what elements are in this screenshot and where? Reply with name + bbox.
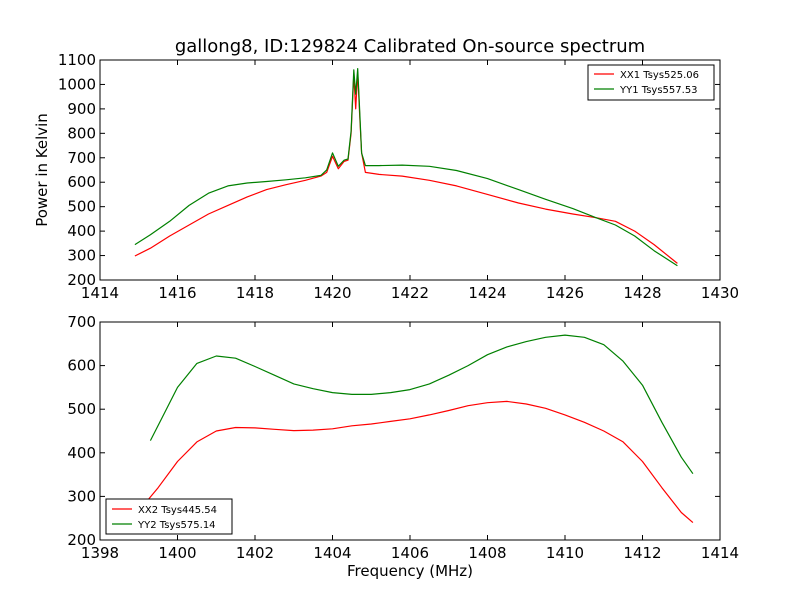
bottom-x-tick-label: 1406 [391,544,429,562]
top-y-tick-label: 200 [67,271,96,289]
top-x-tick-label: 1416 [158,284,196,302]
top-y-tick-label: 500 [67,198,96,216]
bottom-y-tick-label: 200 [67,531,96,549]
bottom-y-tick-label: 500 [67,400,96,418]
top-y-tick-label: 800 [67,124,96,142]
top-series-line-yy1 [134,68,678,267]
top-plot-frame [99,59,721,281]
top-y-tick-label: 300 [67,247,96,265]
top-x-tick-label: 1418 [236,284,274,302]
bottom-legend-label-yy2: YY2 Tsys575.14 [137,520,216,531]
top-legend: XX1 Tsys525.06 YY1 Tsys557.53 [587,64,715,101]
top-series-layer [134,68,678,267]
top-x-tick-label: 1430 [701,284,739,302]
bottom-x-tick-label: 1398 [81,544,119,562]
top-x-tick-label: 1428 [623,284,661,302]
top-subplot: 1414 1416 1418 1420 1422 1424 1426 1428 1430 200 3… [33,51,739,302]
bottom-y-tick-label: 300 [67,487,96,505]
bottom-x-tick-label: 1400 [158,544,196,562]
bottom-series-line-xx2 [146,400,694,524]
top-y-tick-label: 1100 [58,51,96,69]
bottom-y-tick-label: 700 [67,313,96,331]
chart-title: gallong8, ID:129824 Calibrated On-source… [175,36,645,57]
top-y-tick-label: 900 [67,100,96,118]
top-x-tick-label: 1422 [391,284,429,302]
top-y-axis-label: Power in Kelvin [33,113,51,227]
bottom-legend: XX2 Tsys445.54 YY2 Tsys575.14 [105,498,233,535]
top-legend-label-yy1: YY1 Tsys557.53 [619,85,698,96]
bottom-y-tick-label: 600 [67,357,96,375]
bottom-x-tick-label: 1404 [313,544,351,562]
top-x-tick-label: 1414 [81,284,119,302]
top-y-tick-label: 700 [67,149,96,167]
bottom-plot-frame [99,321,721,541]
bottom-x-tick-label: 1408 [468,544,506,562]
top-y-tick-label: 400 [67,222,96,240]
top-x-tick-label: 1424 [468,284,506,302]
top-legend-label-xx1: XX1 Tsys525.06 [620,70,699,81]
top-series-line-xx1 [134,71,678,264]
bottom-x-axis-label: Frequency (MHz) [347,562,473,580]
top-legend-box [587,64,715,101]
bottom-tick-layer: 1398 1400 1402 1404 1406 1408 1410 1412 1414 200 3… [67,313,739,562]
bottom-x-tick-label: 1412 [623,544,661,562]
top-x-tick-label: 1420 [313,284,351,302]
bottom-series-layer [146,334,694,524]
bottom-subplot: 1398 1400 1402 1404 1406 1408 1410 1412 1414 200 3… [67,313,739,580]
top-y-tick-label: 600 [67,173,96,191]
bottom-series-line-yy2 [149,334,694,475]
bottom-legend-label-xx2: XX2 Tsys445.54 [138,505,217,516]
bottom-legend-box [105,498,233,535]
top-x-tick-label: 1426 [546,284,584,302]
bottom-y-tick-label: 400 [67,444,96,462]
top-y-tick-label: 1000 [58,75,96,93]
bottom-x-tick-label: 1414 [701,544,739,562]
top-tick-layer: 1414 1416 1418 1420 1422 1424 1426 1428 1430 200 3… [58,51,739,302]
bottom-x-tick-label: 1402 [236,544,274,562]
bottom-x-tick-label: 1410 [546,544,584,562]
